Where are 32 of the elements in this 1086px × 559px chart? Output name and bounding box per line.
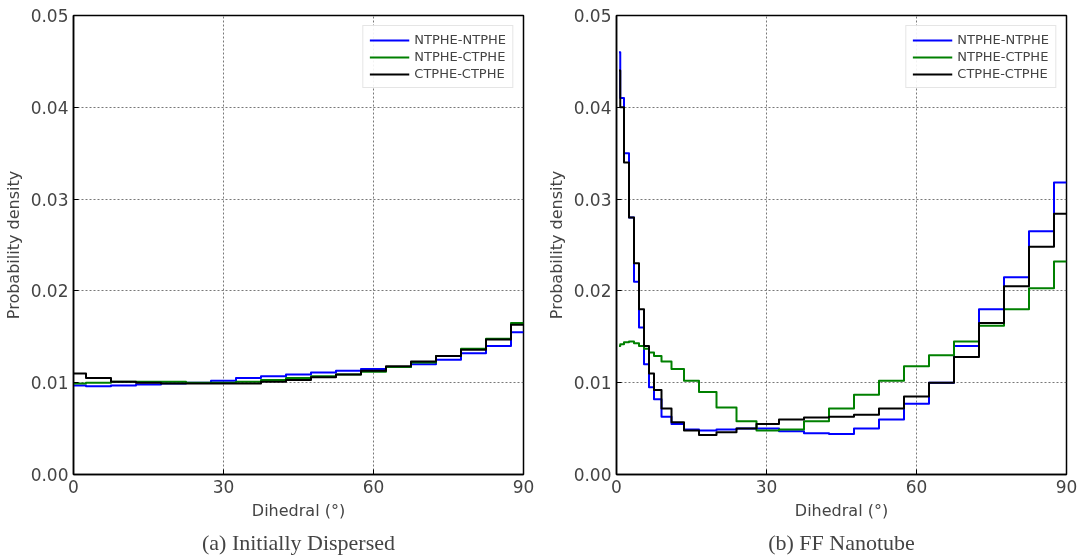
legend-label: NTPHE-NTPHE bbox=[957, 32, 1049, 47]
y-tick-label: 0.05 bbox=[30, 6, 69, 26]
x-tick-label: 60 bbox=[905, 476, 928, 497]
y-tick-label: 0.04 bbox=[30, 97, 69, 118]
y-tick-label: 0.00 bbox=[573, 465, 612, 485]
x-tick-label: 30 bbox=[755, 476, 778, 497]
y-tick-label: 0.02 bbox=[30, 281, 69, 302]
text: (a) Initially Dispersed bbox=[201, 529, 396, 555]
legend-label: CTPHE-CTPHE bbox=[957, 66, 1048, 81]
legend-label: NTPHE-CTPHE bbox=[957, 49, 1049, 64]
legend-label: CTPHE-CTPHE bbox=[414, 66, 505, 81]
x-tick-label: 0 bbox=[611, 476, 622, 497]
y-tick-label: 0.02 bbox=[573, 281, 612, 302]
y-axis-title: Probability density bbox=[3, 170, 23, 320]
y-tick-label: 0.01 bbox=[30, 373, 69, 394]
x-tick-label: 30 bbox=[212, 476, 235, 497]
y-tick-label: 0.01 bbox=[573, 373, 612, 394]
x-tick-label: 90 bbox=[1055, 476, 1078, 497]
text: (b) FF Nanotube bbox=[768, 529, 915, 555]
y-tick-label: 0.05 bbox=[573, 6, 612, 26]
x-tick-label: 60 bbox=[362, 476, 385, 497]
x-axis-title: Dihedral (°) bbox=[794, 500, 889, 520]
legend-label: NTPHE-CTPHE bbox=[414, 49, 506, 64]
legend-label: NTPHE-NTPHE bbox=[414, 32, 506, 47]
y-tick-label: 0.03 bbox=[30, 189, 69, 210]
x-tick-label: 0 bbox=[68, 476, 79, 497]
x-axis-title: Dihedral (°) bbox=[251, 500, 346, 520]
y-axis-title: Probability density bbox=[546, 170, 566, 320]
x-tick-label: 90 bbox=[512, 476, 535, 497]
y-tick-label: 0.00 bbox=[30, 465, 69, 485]
y-tick-label: 0.03 bbox=[573, 189, 612, 210]
y-tick-label: 0.04 bbox=[573, 97, 612, 118]
